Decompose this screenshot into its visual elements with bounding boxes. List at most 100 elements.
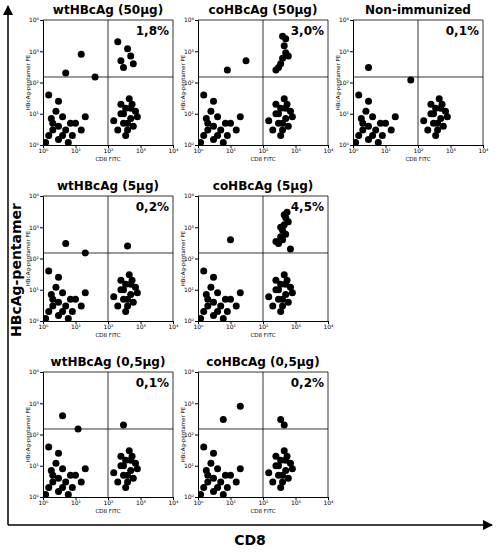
event-dot <box>207 108 214 115</box>
percent-annotation: 4,5% <box>291 200 324 214</box>
plot-area <box>43 372 173 497</box>
event-dot <box>377 120 384 127</box>
y-axis: 10⁰10¹10²10³10⁴ <box>184 368 199 500</box>
event-dot <box>272 462 279 469</box>
event-dot <box>55 299 62 306</box>
event-dot <box>282 115 289 122</box>
y-tick-mark <box>195 497 198 498</box>
event-dot <box>49 479 56 486</box>
event-dot <box>437 115 444 122</box>
event-dot <box>55 450 62 457</box>
y-tick-mark <box>195 372 198 373</box>
event-dot <box>365 98 372 105</box>
y-tick: 10¹ <box>29 462 43 469</box>
x-tick-label: 10³ <box>136 147 147 154</box>
x-axis: 10⁰10¹10²10³10⁴ <box>193 321 334 330</box>
event-dot <box>427 110 434 117</box>
event-dot <box>203 467 210 474</box>
x-axis-title: CD8 FITC <box>406 156 431 162</box>
event-dot <box>124 303 131 310</box>
event-dot <box>279 303 286 310</box>
x-tick: 10¹ <box>71 321 82 330</box>
x-tick: 10¹ <box>226 145 237 154</box>
event-dot <box>224 67 231 74</box>
event-dot <box>243 57 250 64</box>
x-tick: 10⁰ <box>193 145 204 154</box>
y-tick-mark <box>40 83 43 84</box>
x-tick-label: 10³ <box>446 147 457 154</box>
x-tick-label: 10³ <box>291 323 302 330</box>
percent-annotation: 0,2% <box>136 200 169 214</box>
event-dot <box>78 127 85 134</box>
y-tick-label: 10⁴ <box>339 16 350 23</box>
event-dot <box>281 211 288 218</box>
quadrant-gate <box>198 252 328 253</box>
y-axis-title: HBcAg-pentamer PE <box>180 54 187 110</box>
event-dot <box>275 472 282 479</box>
event-dot <box>355 91 362 98</box>
event-dot <box>265 117 272 124</box>
y-tick-mark <box>195 83 198 84</box>
figure-y-label: HBcAg-pentamer <box>8 203 24 337</box>
event-dot <box>67 120 74 127</box>
event-dot <box>45 91 52 98</box>
event-dot <box>110 117 117 124</box>
y-axis: 10⁰10¹10²10³10⁴ <box>184 16 199 148</box>
panel: coHBcAg (5µg)10⁰10¹10²10³10⁴10⁰10¹10²10³… <box>180 179 334 338</box>
y-tick-label: 10⁰ <box>184 493 195 500</box>
event-dot <box>114 479 121 486</box>
event-dot <box>220 491 227 497</box>
event-dot <box>117 462 124 469</box>
y-tick: 10⁴ <box>184 368 198 375</box>
event-dot <box>424 127 431 134</box>
y-tick-mark <box>350 114 353 115</box>
event-dot <box>117 110 124 117</box>
event-dot <box>124 127 131 134</box>
y-axis-title: HBcAg-pentamer PE <box>335 54 342 110</box>
y-tick-mark <box>40 145 43 146</box>
event-dot <box>227 236 234 243</box>
y-tick-label: 10⁰ <box>184 141 195 148</box>
event-dot <box>281 42 288 49</box>
y-axis-line <box>195 373 199 498</box>
event-dot <box>210 450 217 457</box>
event-dot <box>272 67 279 74</box>
event-dot <box>59 412 66 419</box>
x-axis: 10⁰10¹10²10³10⁴ <box>38 145 179 154</box>
x-tick: 10³ <box>136 321 147 330</box>
plot-frame <box>198 196 328 321</box>
event-dot <box>430 120 437 127</box>
quadrant-gate <box>108 20 109 145</box>
event-dot <box>224 484 231 491</box>
event-dot <box>130 299 137 306</box>
event-dot <box>285 53 292 60</box>
y-axis-line <box>40 197 44 322</box>
event-dot <box>279 127 286 134</box>
event-dot <box>127 53 134 60</box>
event-dot <box>210 299 217 306</box>
x-tick-label: 10¹ <box>71 323 82 330</box>
event-dot <box>440 123 447 130</box>
quadrant-gate <box>43 428 173 429</box>
x-tick: 10⁴ <box>168 145 179 154</box>
event-dot <box>114 127 121 134</box>
x-tick: 10⁴ <box>323 145 334 154</box>
event-dot <box>210 274 217 281</box>
x-tick-label: 10³ <box>136 323 147 330</box>
event-dot <box>233 479 240 486</box>
y-tick: 10¹ <box>29 286 43 293</box>
x-axis-title: CD8 FITC <box>251 332 276 338</box>
points <box>43 240 141 321</box>
x-tick: 10³ <box>136 497 147 506</box>
y-tick: 10⁰ <box>29 141 43 148</box>
y-tick-label: 10⁰ <box>184 317 195 324</box>
event-dot <box>282 467 289 474</box>
x-tick: 10⁰ <box>38 497 49 506</box>
plot-area <box>198 372 328 497</box>
event-dot <box>59 465 66 472</box>
y-axis-line <box>40 21 44 146</box>
plot-area <box>43 196 173 321</box>
event-dot <box>132 460 139 467</box>
points <box>353 64 451 145</box>
y-axis-line <box>40 373 44 498</box>
